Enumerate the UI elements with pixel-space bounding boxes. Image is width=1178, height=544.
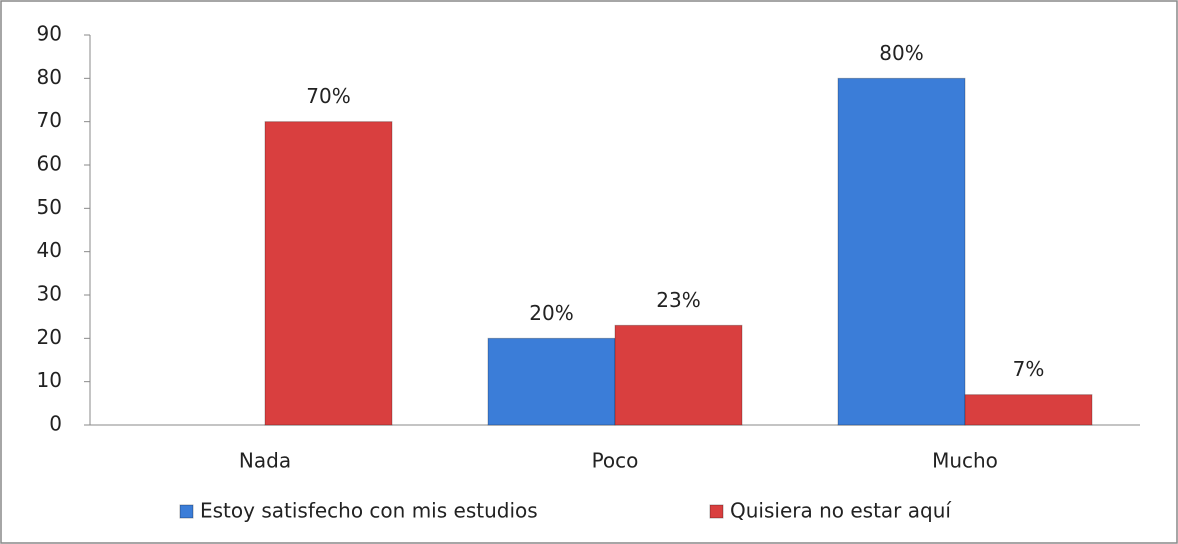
- bar: [837, 77, 966, 426]
- legend-label: Quisiera no estar aquí: [730, 499, 952, 523]
- data-label: 20%: [529, 301, 573, 325]
- y-tick-label: 40: [37, 238, 62, 262]
- bar: [614, 324, 743, 426]
- data-label: 80%: [879, 41, 923, 65]
- data-label: 7%: [1013, 357, 1045, 381]
- x-tick-label: Nada: [239, 449, 291, 473]
- y-tick-label: 0: [49, 412, 62, 436]
- y-tick-label: 70: [37, 108, 62, 132]
- y-tick-label: 30: [37, 282, 62, 306]
- legend-swatch: [179, 504, 194, 519]
- y-tick-label: 10: [37, 368, 62, 392]
- data-label: 70%: [306, 84, 350, 108]
- bar: [264, 121, 393, 426]
- bar: [487, 337, 616, 426]
- y-tick-label: 90: [37, 22, 62, 46]
- y-tick-label: 60: [37, 152, 62, 176]
- bar: [964, 394, 1093, 426]
- data-label: 23%: [656, 288, 700, 312]
- y-tick-label: 20: [37, 325, 62, 349]
- legend-label: Estoy satisfecho con mis estudios: [200, 499, 538, 523]
- legend-swatch: [709, 504, 724, 519]
- x-tick-label: Poco: [592, 449, 639, 473]
- y-tick-label: 80: [37, 65, 62, 89]
- y-tick-label: 50: [37, 195, 62, 219]
- x-tick-label: Mucho: [932, 449, 998, 473]
